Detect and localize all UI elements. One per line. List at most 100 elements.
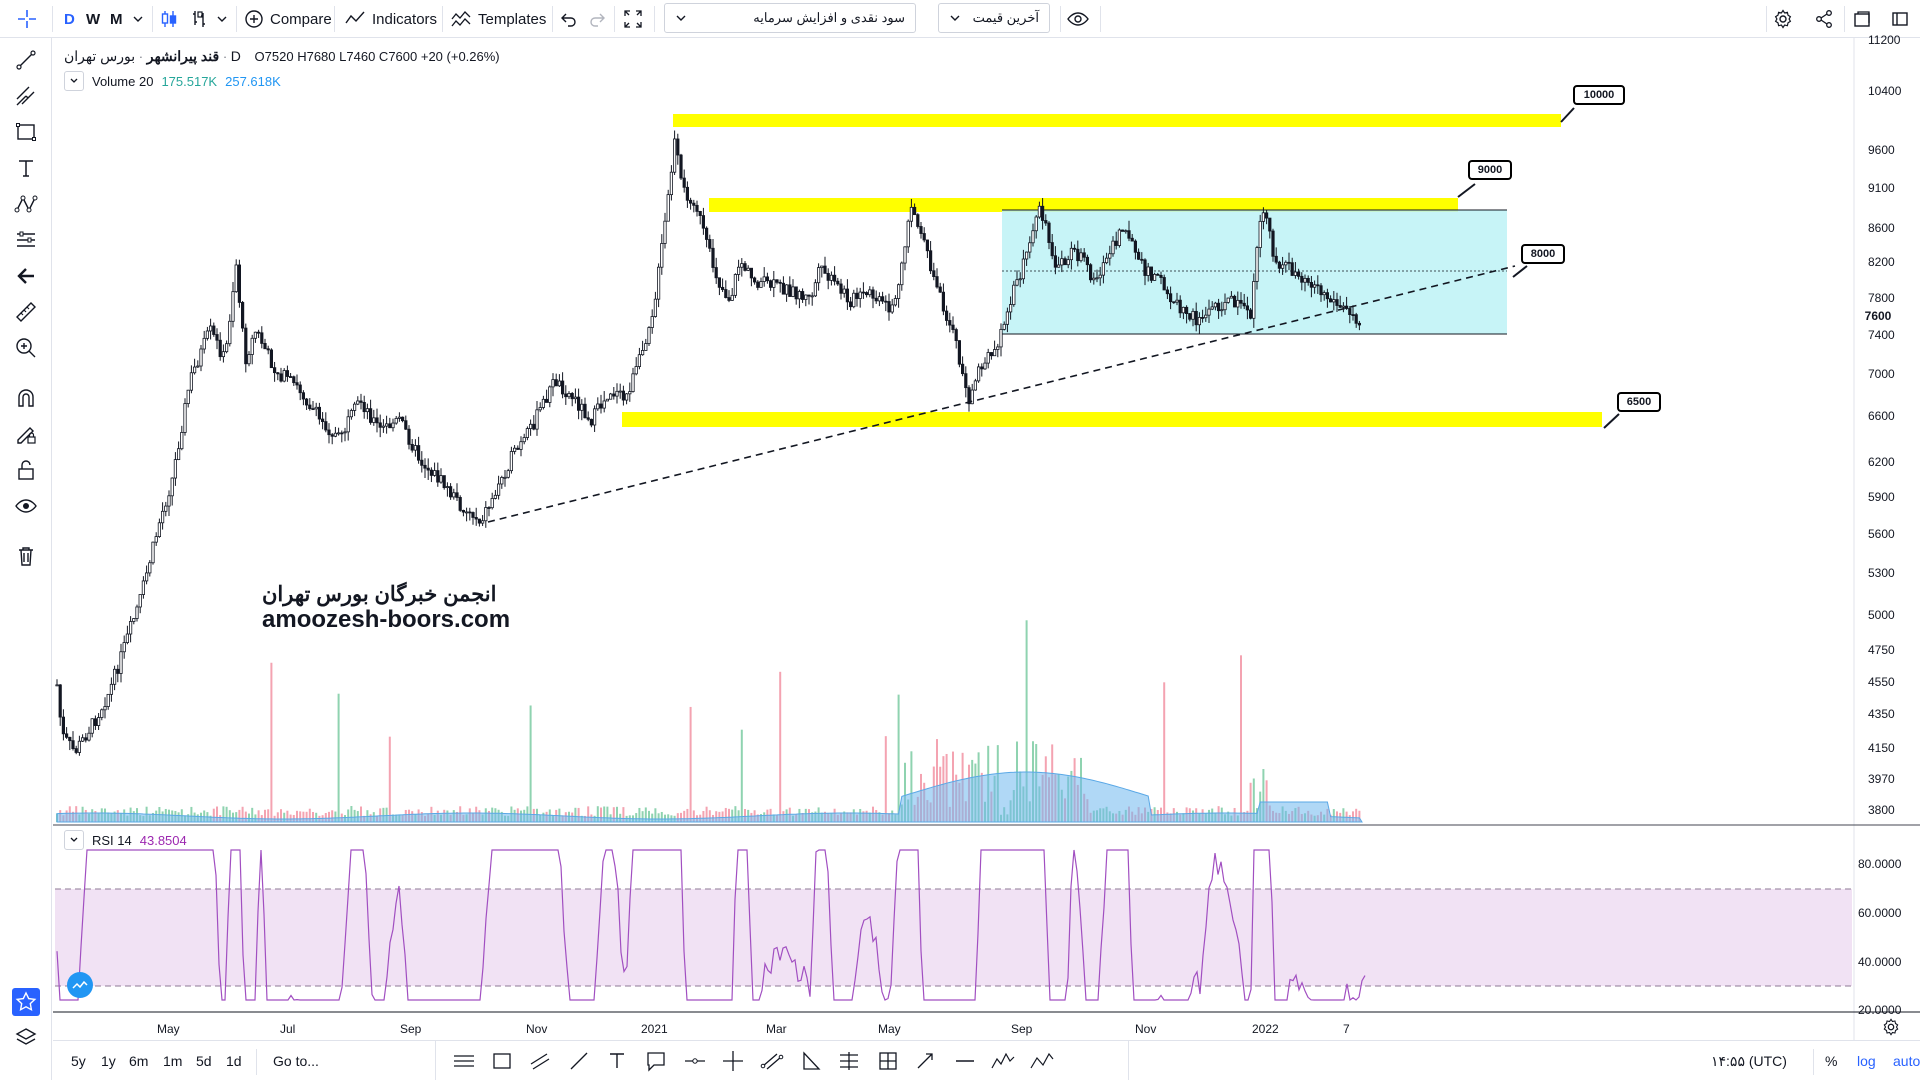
arrow-marker-icon[interactable] <box>909 1045 943 1077</box>
price-axis-label: 5600 <box>1868 527 1895 541</box>
open-value: 7520 <box>264 49 294 64</box>
magnet-icon[interactable] <box>12 384 40 412</box>
interval-week[interactable]: W <box>86 10 101 28</box>
rsi-legend: RSI 14 43.8504 <box>64 830 187 850</box>
redo-icon[interactable] <box>588 0 606 38</box>
price-axis-label: 5000 <box>1868 608 1895 622</box>
lock-drawing-icon[interactable] <box>12 420 40 448</box>
eye-icon[interactable] <box>1066 0 1090 38</box>
pitchfork-tool-icon[interactable] <box>12 82 40 110</box>
current-price-badge: 7600 <box>1856 307 1900 324</box>
range-5y[interactable]: 5y <box>71 1053 86 1069</box>
interval-month[interactable]: M <box>110 10 123 28</box>
callout-9000[interactable]: 9000 <box>1468 160 1512 180</box>
templates-icon <box>451 11 471 27</box>
range-1m[interactable]: 1m <box>163 1053 183 1069</box>
goto-button[interactable]: Go to... <box>273 1053 319 1069</box>
auto-toggle[interactable]: auto <box>1893 1053 1920 1069</box>
legend-interval: D <box>230 48 241 64</box>
rsi-axis-label: 60.0000 <box>1858 906 1902 920</box>
compare-button[interactable]: Compare <box>244 0 332 38</box>
symbol-search-field[interactable]: سود نقدی و افزایش سرمایه <box>664 3 916 33</box>
horizontal-ray-icon[interactable] <box>678 1045 712 1077</box>
undo-icon[interactable] <box>560 0 578 38</box>
layers-icon[interactable] <box>12 1024 40 1052</box>
channel-tool-icon[interactable] <box>523 1045 557 1077</box>
chevron-down-icon[interactable] <box>216 0 228 38</box>
parallel-channel-icon[interactable] <box>755 1045 789 1077</box>
zoom-in-icon[interactable] <box>12 334 40 362</box>
measure-tool-icon[interactable] <box>832 1045 866 1077</box>
collapse-toggle-icon[interactable] <box>64 71 84 91</box>
time-axis-label: Sep <box>1011 1022 1033 1036</box>
abc-pattern-icon[interactable] <box>1025 1045 1059 1077</box>
text-tool-icon[interactable] <box>12 154 40 182</box>
prediction-tool-icon[interactable] <box>12 226 40 254</box>
bar-style-icon[interactable] <box>188 0 210 38</box>
fullscreen-icon[interactable] <box>622 0 644 38</box>
rsi-axis-label: 20.0000 <box>1858 1003 1902 1017</box>
chevron-down-icon[interactable] <box>132 0 144 38</box>
interval-day[interactable]: D <box>64 10 75 28</box>
snapshot-icon[interactable] <box>1852 0 1872 38</box>
pattern-tool-icon[interactable] <box>12 190 40 218</box>
range-5d[interactable]: 5d <box>196 1053 212 1069</box>
elliott-wave-icon[interactable] <box>986 1045 1020 1077</box>
symbol-name[interactable]: قند پیرانشهر <box>146 48 220 64</box>
collapse-toggle-icon[interactable] <box>64 830 84 850</box>
rectangle-tool-icon[interactable] <box>12 118 40 146</box>
candles-icon[interactable] <box>158 0 180 38</box>
price-axis-label: 3970 <box>1868 772 1895 786</box>
log-toggle[interactable]: log <box>1857 1053 1876 1069</box>
callout-8000[interactable]: 8000 <box>1521 244 1565 264</box>
back-arrow-icon[interactable] <box>12 262 40 290</box>
callout-6500[interactable]: 6500 <box>1617 392 1661 412</box>
triangle-tool-icon[interactable] <box>794 1045 828 1077</box>
symbol-legend: قند پیرانشهر · بورس تهران · D O7520 H768… <box>64 48 500 64</box>
price-axis-label: 5300 <box>1868 566 1895 580</box>
unlock-icon[interactable] <box>12 456 40 484</box>
price-axis-label: 5900 <box>1868 490 1895 504</box>
publish-icon[interactable] <box>1890 0 1910 38</box>
line-tool-icon[interactable] <box>562 1045 596 1077</box>
range-1y[interactable]: 1y <box>101 1053 116 1069</box>
price-axis-label: 4150 <box>1868 741 1895 755</box>
date-price-range-icon[interactable] <box>871 1045 905 1077</box>
text-draw-icon[interactable] <box>600 1045 634 1077</box>
range-6m[interactable]: 6m <box>129 1053 149 1069</box>
high-value: 7680 <box>306 49 336 64</box>
drawings-toolbar <box>435 1041 1129 1080</box>
rectangle-draw-icon[interactable] <box>485 1045 519 1077</box>
watchlist-star-icon[interactable] <box>12 988 40 1016</box>
share-icon[interactable] <box>1814 0 1834 38</box>
percent-toggle[interactable]: % <box>1825 1053 1838 1069</box>
horizontal-line-icon[interactable] <box>948 1045 982 1077</box>
price-type-select[interactable]: آخرین قیمت <box>938 3 1050 33</box>
templates-label: Templates <box>478 10 547 28</box>
range-1d[interactable]: 1d <box>226 1053 242 1069</box>
volume-label: Volume 20 <box>92 73 154 89</box>
cross-line-icon[interactable] <box>716 1045 750 1077</box>
plus-circle-icon <box>245 10 263 28</box>
templates-button[interactable]: Templates <box>450 0 546 38</box>
trend-line-tool-icon[interactable] <box>12 46 40 74</box>
gear-icon[interactable] <box>1773 0 1793 38</box>
ruler-icon[interactable] <box>12 298 40 326</box>
axis-settings-gear-icon[interactable] <box>1882 1018 1900 1041</box>
trash-icon[interactable] <box>12 542 40 570</box>
cloud-indicator-icon[interactable] <box>67 972 93 998</box>
resistance-zone-10000[interactable] <box>673 114 1561 127</box>
chart-canvas[interactable] <box>0 0 1920 1040</box>
resistance-zone-9000[interactable] <box>709 198 1458 212</box>
trend-line[interactable] <box>487 265 1516 523</box>
price-axis-label: 9100 <box>1868 181 1895 195</box>
watermark-persian: انجمن خبرگان بورس تهران <box>262 583 497 606</box>
visibility-eye-icon[interactable] <box>12 492 40 520</box>
support-zone-6500[interactable] <box>622 412 1602 427</box>
indicators-button[interactable]: Indicators <box>344 0 437 38</box>
crosshair-icon[interactable] <box>16 0 40 38</box>
price-axis-label: 3800 <box>1868 803 1895 817</box>
callout-10000[interactable]: 10000 <box>1573 85 1625 105</box>
horizontal-lines-tool-icon[interactable] <box>447 1045 481 1077</box>
callout-tool-icon[interactable] <box>639 1045 673 1077</box>
